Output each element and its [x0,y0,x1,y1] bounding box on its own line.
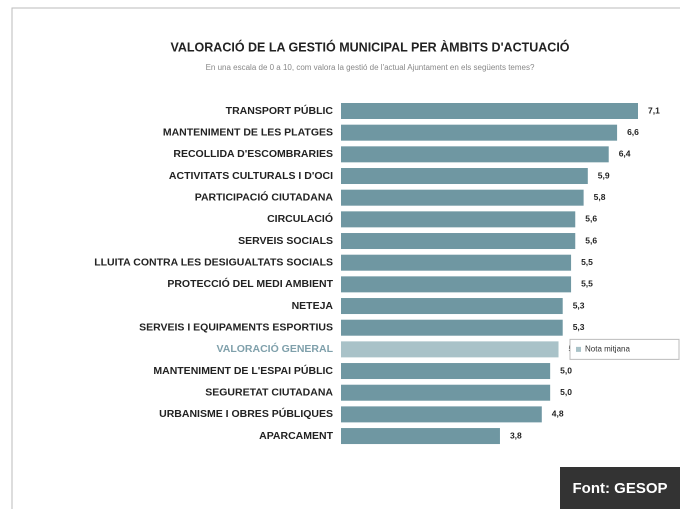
bar [341,103,638,119]
value-label: 5,5 [581,279,593,289]
bar [341,276,572,293]
bar [341,384,551,401]
value-label: 6,6 [627,127,639,137]
value-label: 4,8 [552,409,564,419]
frame [11,7,680,509]
legend-box [569,338,680,360]
value-label: 5,5 [581,257,593,267]
category-label: TRANSPORT PÚBLIC [226,104,334,117]
category-label: ACTIVITATS CULTURALS I D'OCI [169,170,333,182]
category-label: URBANISME I OBRES PÚBLIQUES [159,407,333,420]
value-label: 5,3 [573,322,585,332]
category-label: SEGURETAT CIUTADANA [205,386,333,398]
value-label: 5,6 [585,214,597,224]
category-label: SERVEIS SOCIALS [238,235,333,247]
value-label: 5,0 [560,365,572,375]
bar [341,363,551,380]
source-box [560,467,680,509]
category-label: MANTENIMENT DE LES PLATGES [163,126,333,138]
bar [341,341,559,358]
bar [341,211,576,228]
value-label: 7,1 [648,105,660,115]
bar [341,298,563,315]
source: Font: GESOP [573,480,668,497]
bar [341,189,584,206]
bar [341,254,572,271]
value-label: 3,8 [510,430,522,440]
category-label: NETEJA [292,300,334,312]
value-label: 5,8 [594,192,606,202]
bar [341,428,500,445]
bar [341,233,576,250]
chart-title: VALORACIÓ DE LA GESTIÓ MUNICIPAL PER ÀMB… [170,39,569,54]
bar [341,168,588,185]
bar [341,319,563,336]
category-label: CIRCULACIÓ [267,212,333,225]
value-label: 5,9 [598,170,610,180]
category-label: PARTICIPACIÓ CIUTADANA [195,190,334,203]
bar [341,124,618,141]
chart-subtitle: En una escala de 0 a 10, com valora la g… [206,63,535,72]
legend-swatch [576,346,581,352]
bar [341,146,609,163]
category-label: APARCAMENT [259,430,333,442]
value-label: 5,6 [585,235,597,245]
category-label: MANTENIMENT DE L'ESPAI PÚBLIC [153,364,333,377]
value-label: 6,4 [619,149,631,159]
category-label: VALORACIÓ GENERAL [217,342,334,355]
value-label: 5,0 [560,387,572,397]
category-label: SERVEIS I EQUIPAMENTS ESPORTIUS [139,321,333,333]
bar [341,406,542,423]
legend-label: Nota mitjana [585,344,630,353]
value-label: 5,3 [573,300,585,310]
category-label: PROTECCIÓ DEL MEDI AMBIENT [167,277,333,290]
category-label: LLUITA CONTRA LES DESIGUALTATS SOCIALS [94,256,333,268]
category-label: RECOLLIDA D'ESCOMBRARIES [173,148,333,160]
